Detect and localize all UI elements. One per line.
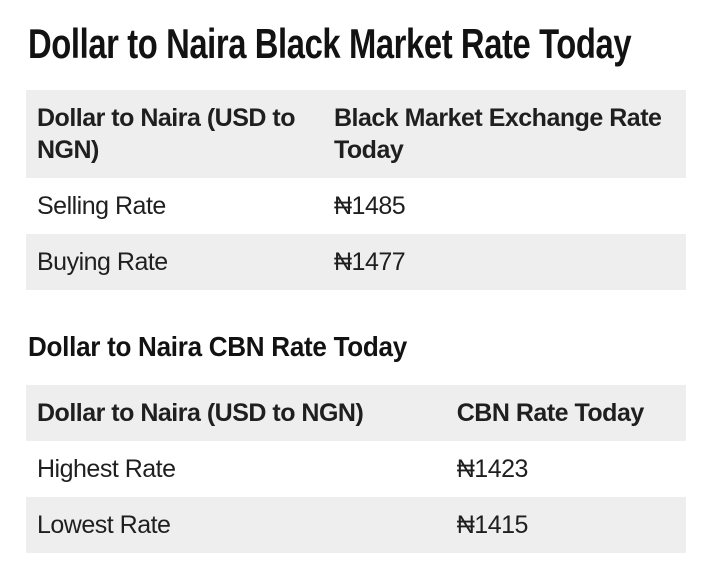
rate-value-cell: ₦1477 [323,234,686,290]
page-title: Dollar to Naira Black Market Rate Today [28,20,632,67]
table-row: Highest Rate ₦1423 [26,441,686,497]
section-heading-cbn-rate: Dollar to Naira CBN Rate Today [28,331,407,362]
table-row: Lowest Rate ₦1415 [26,497,686,553]
table-row: Buying Rate ₦1477 [26,234,686,290]
column-header-black-market-rate: Black Market Exchange Rate Today [323,90,686,178]
column-header-currency-pair: Dollar to Naira (USD to NGN) [26,90,323,178]
rate-name-cell: Highest Rate [37,455,176,483]
table-row: Selling Rate ₦1485 [26,178,686,234]
black-market-rate-table: Dollar to Naira (USD to NGN) Black Marke… [26,90,686,290]
rate-value-cell: ₦1415 [445,497,686,553]
rate-name-cell: Selling Rate [37,192,166,220]
rate-name-cell: Buying Rate [26,234,323,290]
rate-value-cell: ₦1485 [334,192,406,220]
table-header-row: Dollar to Naira (USD to NGN) CBN Rate To… [26,385,686,441]
table-header-row: Dollar to Naira (USD to NGN) Black Marke… [26,90,686,178]
column-header-currency-pair: Dollar to Naira (USD to NGN) [26,385,446,441]
rate-value-cell: ₦1423 [456,455,529,483]
rate-name-cell: Lowest Rate [26,497,446,553]
cbn-rate-table: Dollar to Naira (USD to NGN) CBN Rate To… [26,385,686,553]
column-header-cbn-rate: CBN Rate Today [445,385,686,441]
